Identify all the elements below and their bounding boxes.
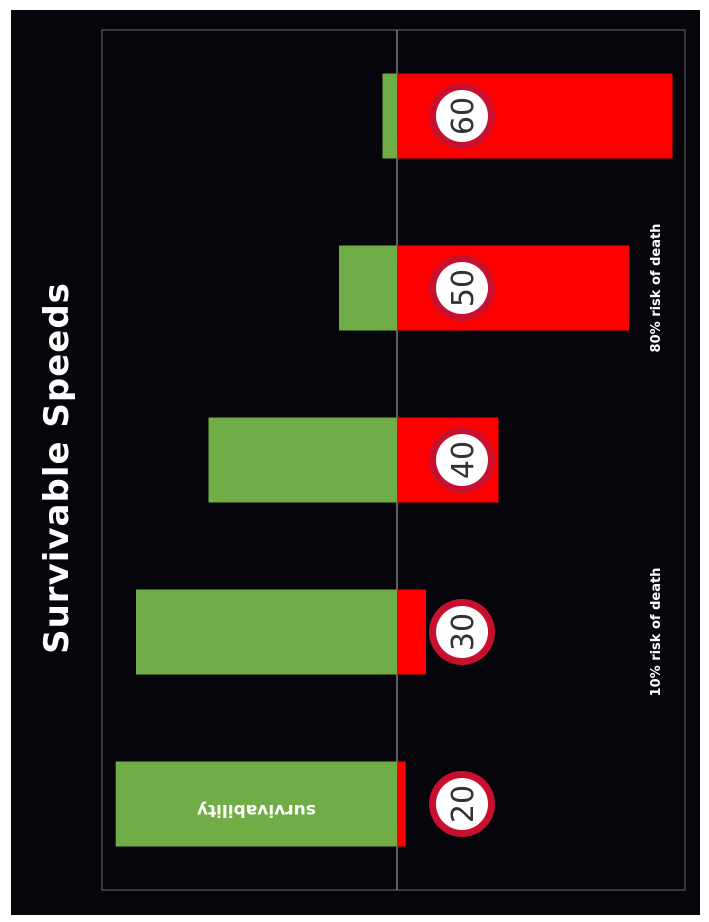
speed-sign-20: 20 — [429, 771, 495, 837]
chart-title: Survivable Speeds — [37, 282, 77, 654]
bar-death-20 — [397, 761, 406, 847]
speed-sign-50: 50 — [429, 255, 495, 321]
bar-survive-50 — [339, 245, 397, 331]
tick-label-50: 50 — [446, 269, 481, 307]
annotation-30: 10% risk of death — [649, 568, 664, 697]
tick-label-30: 30 — [446, 613, 481, 651]
bar-survive-20 — [115, 761, 397, 847]
tick-label-40: 40 — [446, 441, 481, 479]
survivability-bar-label: survivability — [197, 800, 316, 820]
speed-sign-30: 30 — [429, 599, 495, 665]
speed-sign-40: 40 — [429, 427, 495, 493]
bar-survive-40 — [208, 417, 397, 503]
bar-death-30 — [397, 589, 426, 675]
speed-sign-60: 60 — [429, 83, 495, 149]
bar-survive-60 — [382, 73, 397, 159]
plot-area-border — [101, 29, 686, 891]
tick-label-60: 60 — [446, 97, 481, 135]
annotation-50: 80% risk of death — [649, 224, 664, 353]
bar-survive-30 — [136, 589, 397, 675]
tick-label-20: 20 — [446, 785, 481, 823]
